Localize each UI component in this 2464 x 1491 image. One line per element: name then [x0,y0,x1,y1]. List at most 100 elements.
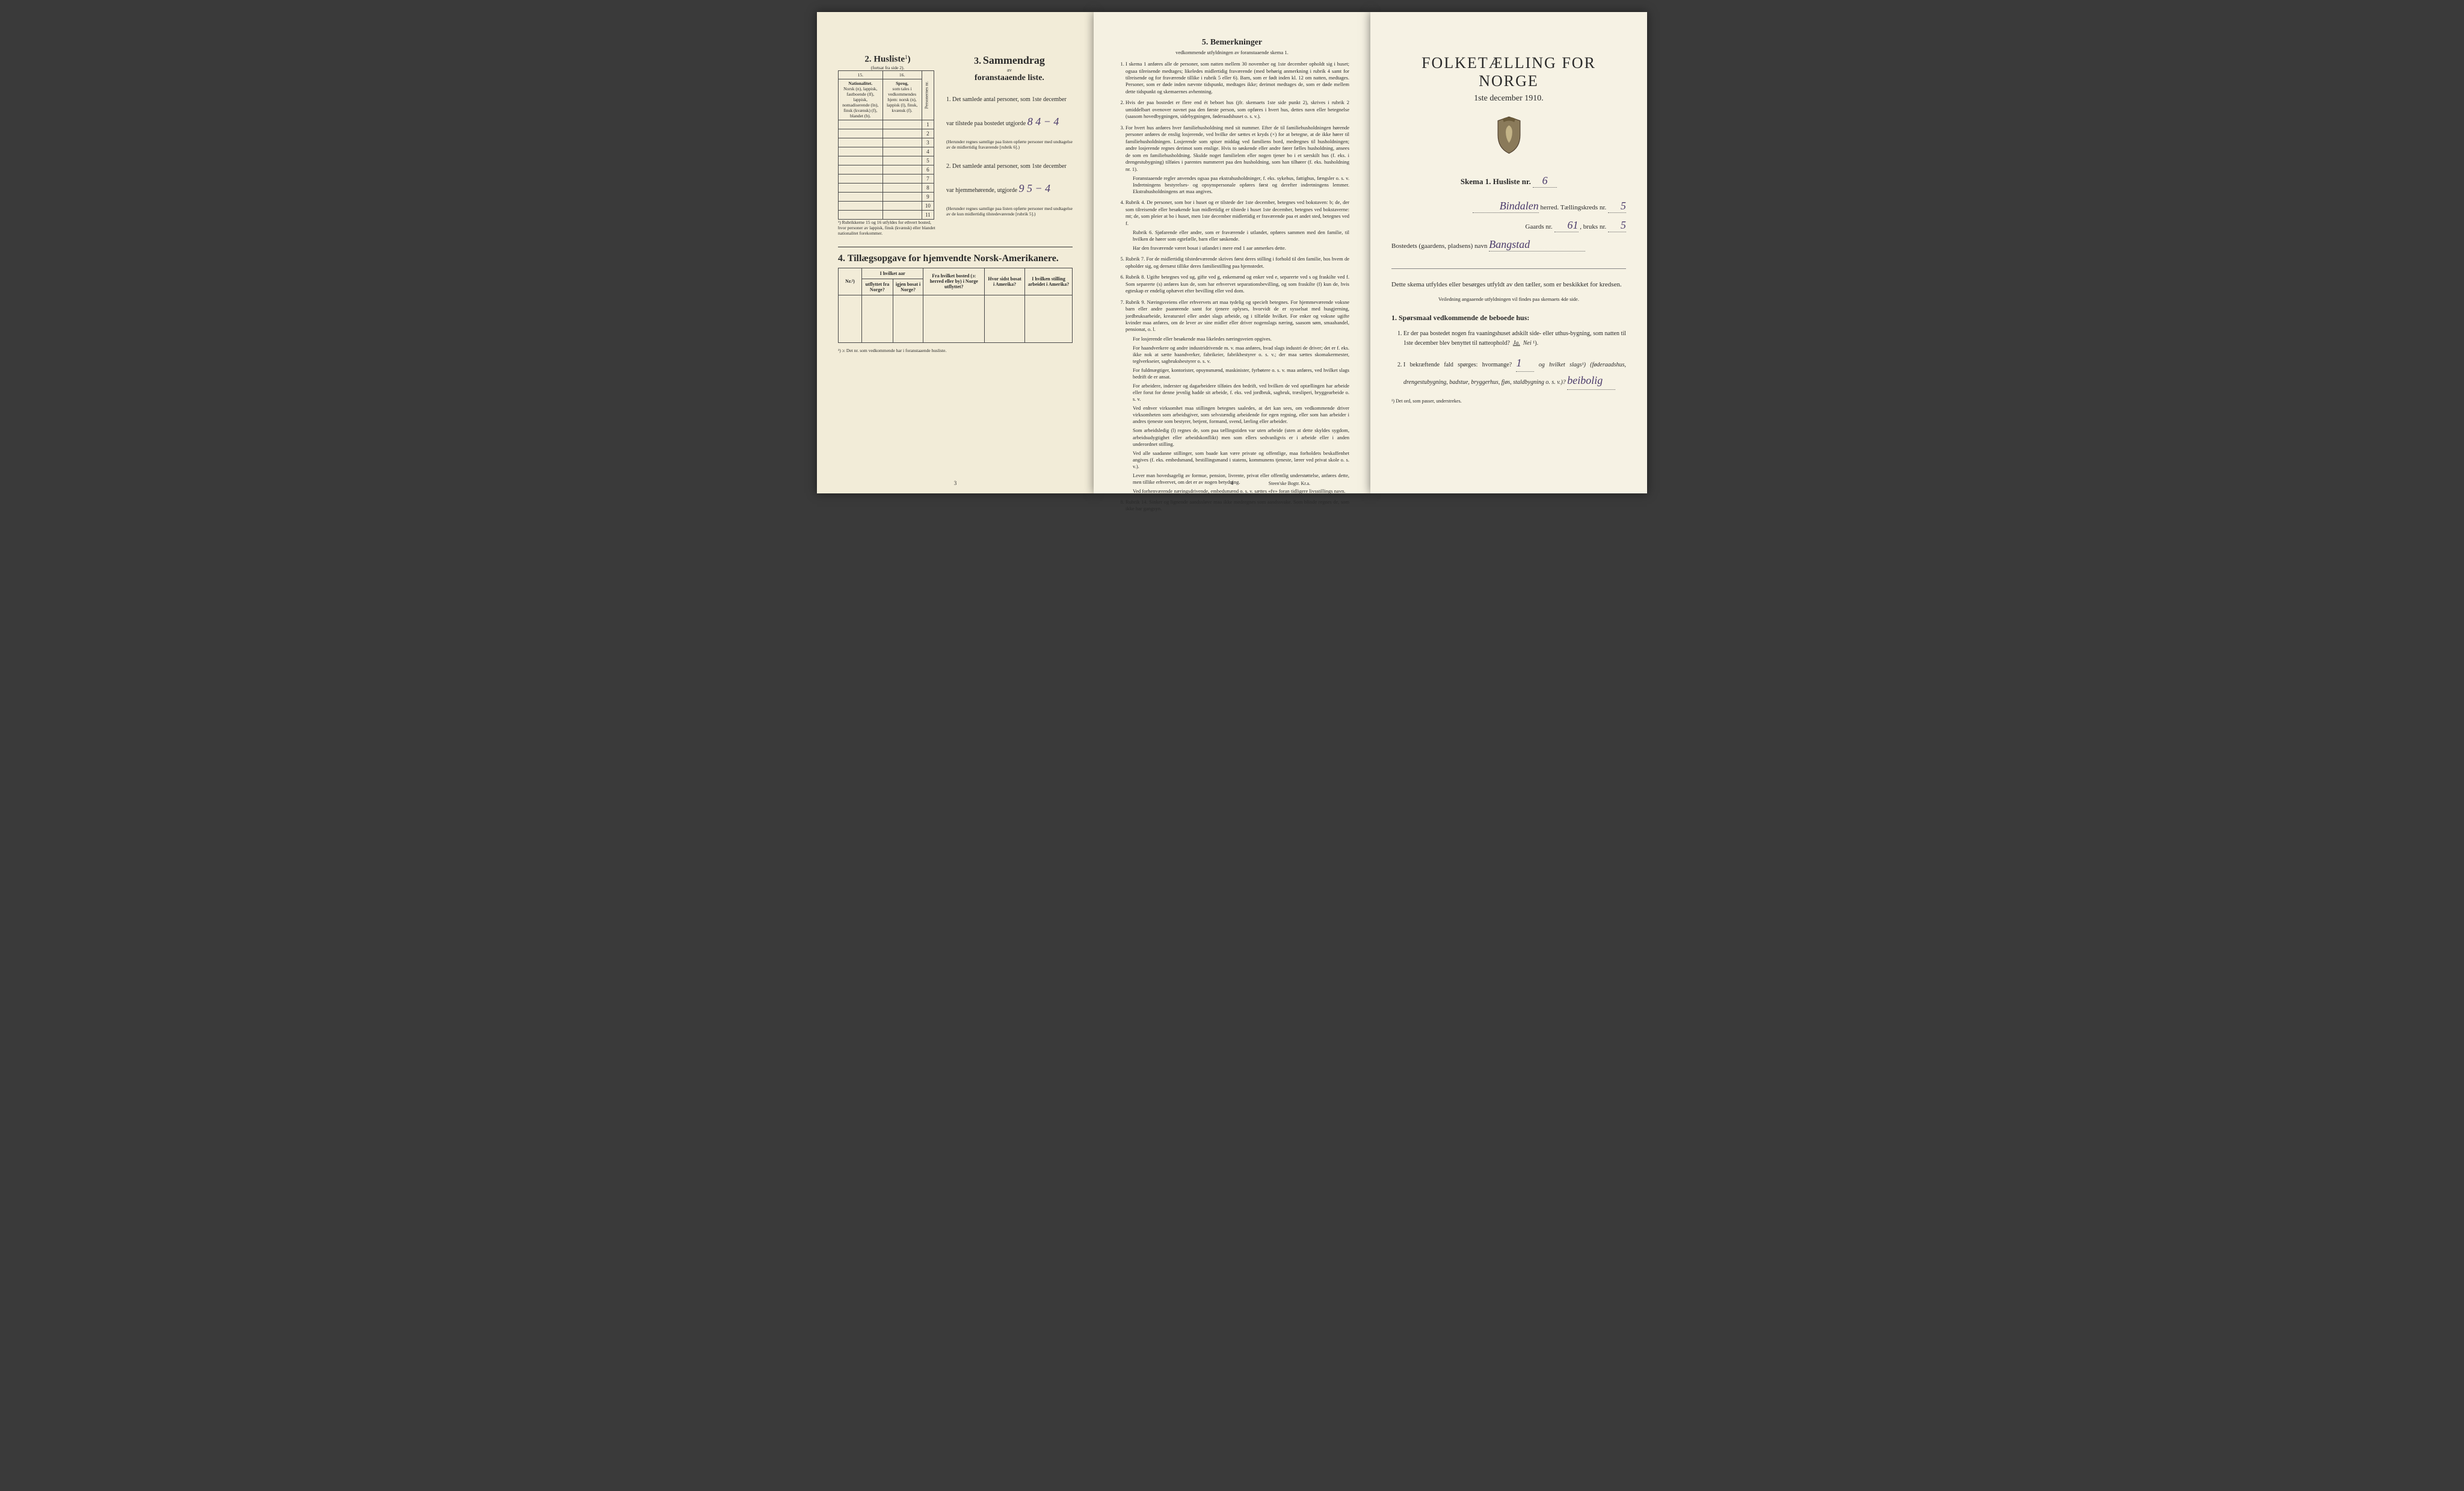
rownum: 1 [922,120,934,129]
top-half: 2. Husliste1) (fortsat fra side 2). 15. … [838,54,1073,236]
tbl4-h-hvor: Hvor sidst bosat i Amerika? [985,268,1025,295]
rownum: 4 [922,147,934,156]
divider [1391,268,1626,269]
section-3-block: 3. Sammendrag av foranstaaende liste. 1.… [946,54,1073,217]
table-row: 7 [839,174,934,183]
page-3: FOLKETÆLLING FOR NORGE 1ste december 191… [1370,12,1647,493]
remark-sub: Rubrik 6. Sjøfarende eller andre, som er… [1133,229,1349,242]
questions-title: 1. Spørsmaal vedkommende de beboede hus: [1391,313,1626,323]
col-pers-header: Personernes nr. [922,70,934,120]
question-1: Er der paa bostedet nogen fra vaaningshu… [1403,329,1626,348]
rownum: 9 [922,192,934,201]
remark-sub: For haandverkere og andre industridriven… [1133,345,1349,365]
col-16-header: Sprog, som tales i vedkommendes hjem: no… [882,79,922,120]
q1-row: var tilstede paa bostedet utgjorde 8 4 −… [946,113,1073,131]
remark-sub: Ved enhver virksomhet maa stillingen bet… [1133,405,1349,425]
col-16-body: som tales i vedkommendes hjem: norsk (n)… [887,86,917,113]
remark-item: Hvis der paa bostedet er flere end ét be… [1126,99,1349,120]
col-15-title: Nationalitet. [848,81,872,86]
table-row: 8 [839,183,934,192]
section-5-title: 5. Bemerkninger [1115,38,1349,48]
q2-value: 9 5 − 4 [1019,182,1051,194]
rownum: 2 [922,129,934,138]
tbl4-h-aar: I hvilket aar [862,268,923,279]
intro-sub: Veiledning angaaende utfyldningen vil fi… [1391,296,1626,303]
col-15-num: 15. [839,70,883,79]
intro-text: Dette skema utfyldes eller besørges utfy… [1391,280,1626,290]
gaards-label: Gaards nr. [1526,223,1553,230]
remark-sub: For fuldmægtiger, kontorister, opsynsmæn… [1133,367,1349,380]
coat-of-arms-icon [1391,116,1626,156]
rownum: 7 [922,174,934,183]
skema-row: Skema 1. Husliste nr. 6 [1391,174,1626,188]
remark-item: Rubrik 7. For de midlertidig tilstedevær… [1126,256,1349,270]
section-3-word: Sammendrag [983,54,1045,66]
skema-label: Skema 1. Husliste nr. [1461,177,1531,186]
census-date: 1ste december 1910. [1391,94,1626,103]
q1-label: var tilstede paa bostedet utgjorde [946,120,1026,127]
q1-value: 8 4 − 4 [1027,116,1059,128]
remark-text: Rubrik 9. Næringsveiens eller erhvervets… [1126,299,1349,333]
herred-value: Bindalen [1473,200,1539,213]
remark-text: For hvert hus anføres hver familiehushol… [1126,125,1349,172]
skema-value: 6 [1533,174,1557,188]
section-4-title: 4. Tillægsopgave for hjemvendte Norsk-Am… [838,253,1073,264]
col-16-title: Sprog, [896,81,908,86]
q2-row: var hjemmehørende, utgjorde 9 5 − 4 [946,180,1073,197]
rownum: 3 [922,138,934,147]
herred-label: herred. Tællingskreds nr. [1540,204,1606,211]
tbl4-h-aar-b: igjen bosat i Norge? [893,279,923,295]
rownum: 10 [922,201,934,210]
remark-sub: Har den fraværende været bosat i utlande… [1133,245,1349,252]
rownum: 5 [922,156,934,165]
tbl4-h-aar-a: utflyttet fra Norge? [862,279,893,295]
remark-item: For hvert hus anføres hver familiehushol… [1126,125,1349,195]
tbl4-h-fra: Fra hvilket bosted (ɔ: herred eller by) … [923,268,985,295]
remark-sub: Ved forhenværende næringsdrivende, embed… [1133,488,1349,495]
remark-item: Rubrik 8. Ugifte betegnes ved ug, gifte … [1126,274,1349,294]
section-3-num: 3. [974,56,981,66]
husliste-colnum-row: 15. 16. Personernes nr. [839,70,934,79]
rownum: 8 [922,183,934,192]
table-row: 1 [839,120,934,129]
table-row: 11 [839,210,934,219]
remark-item: I skema 1 anføres alle de personer, som … [1126,61,1349,95]
remark-item: Rubrik 14. Sinker og lignende aandssløve… [1126,499,1349,513]
section-3-sub1: av [946,67,1073,73]
navn-value: Bangstad [1489,238,1585,252]
q1-ja: Ja. [1513,340,1520,347]
printer-credit: Steen'ske Bogtr. Kr.a. [1269,481,1310,486]
page-2: 5. Bemerkninger vedkommende utfyldningen… [1094,12,1370,493]
section-2-heading: 2. Husliste1) [838,54,937,65]
remark-item: Rubrik 9. Næringsveiens eller erhvervets… [1126,299,1349,495]
page-number: 4 [1231,480,1234,486]
rownum: 6 [922,165,934,174]
section-4-footnote: ²) ɔ: Det nr. som vedkommende har i fora… [838,348,1073,353]
col-15-header: Nationalitet. Norsk (n), lappisk, fastbo… [839,79,883,120]
navn-label: Bostedets (gaardens, pladsens) navn [1391,242,1487,250]
kreds-value: 5 [1608,200,1626,213]
navn-row: Bostedets (gaardens, pladsens) navn Bang… [1391,238,1626,252]
tillaeg-table: Nr.²) I hvilket aar Fra hvilket bosted (… [838,268,1073,343]
page-1: 2. Husliste1) (fortsat fra side 2). 15. … [817,12,1094,493]
section-2-title: 2. Husliste [864,55,905,64]
rownum: 11 [922,210,934,219]
questions-block: Er der paa bostedet nogen fra vaaningshu… [1391,329,1626,390]
remark-sub: Ved alle saadanne stillinger, som baade … [1133,450,1349,470]
remark-text: Rubrik 4. De personer, som bor i huset o… [1126,199,1349,226]
page-number: 3 [954,480,957,486]
q2-label: var hjemmehørende, utgjorde [946,187,1017,194]
remark-sub: Som arbeidsledig (l) regnes de, som paa … [1133,427,1349,447]
section-2-continued: (fortsat fra side 2). [838,65,937,70]
table-row: 3 [839,138,934,147]
table-row: 6 [839,165,934,174]
col-16-num: 16. [882,70,922,79]
remark-sub: Lever man hovedsagelig av formue, pensio… [1133,472,1349,486]
section-2-footnote: ¹) Rubrikkerne 15 og 16 utfyldes for eth… [838,220,937,236]
herred-row: Bindalen herred. Tællingskreds nr. 5 [1391,200,1626,213]
census-title: FOLKETÆLLING FOR NORGE [1391,54,1626,90]
q2-note: (Herunder regnes samtlige paa listen opf… [946,206,1073,217]
table-row [839,295,1073,342]
section-5-subtitle: vedkommende utfyldningen av foranstaaend… [1115,49,1349,56]
q2-prefix: 2. Det samlede antal personer, som 1ste … [946,162,1073,171]
